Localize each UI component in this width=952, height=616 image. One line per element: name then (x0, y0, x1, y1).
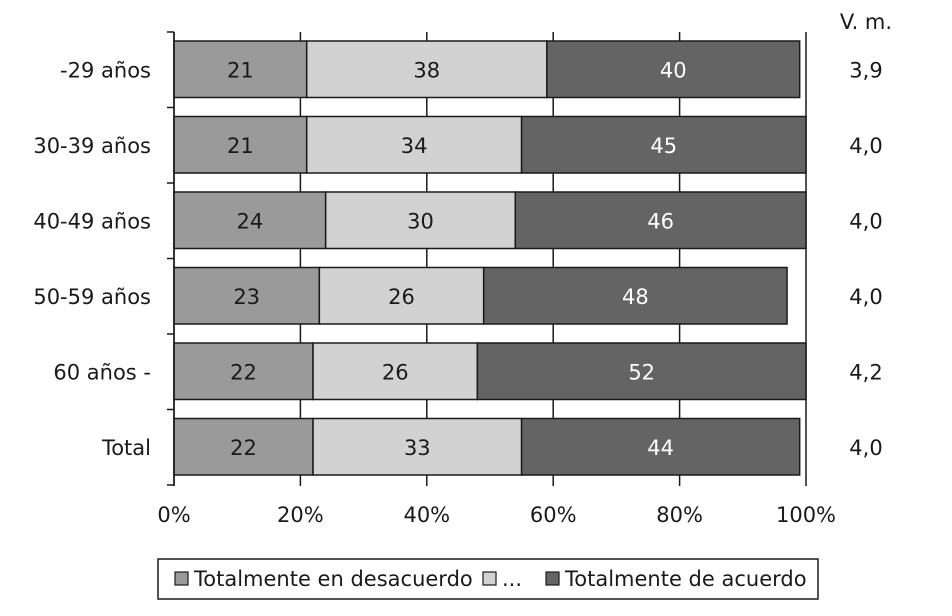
bar-segment (318, 266, 485, 325)
bar-value-label: 45 (650, 134, 677, 158)
bar-segment (173, 115, 308, 174)
category-label: 40-49 años (33, 209, 151, 233)
bar-segment (173, 40, 308, 99)
bar-value-label: 33 (404, 436, 431, 460)
bar-value-label: 22 (230, 436, 257, 460)
bar-value-label: 52 (628, 360, 655, 384)
bar-value-label: 22 (230, 360, 257, 384)
bar-segment (173, 342, 314, 401)
bar-segment (476, 342, 807, 401)
bar-segment (312, 342, 479, 401)
x-tick-label: 100% (776, 503, 836, 527)
vm-value: 4,0 (849, 209, 882, 233)
x-tick-label: 40% (403, 503, 450, 527)
legend-label: ... (502, 567, 522, 591)
bar-value-label: 40 (660, 58, 687, 82)
legend-swatch (174, 571, 189, 586)
bar-value-label: 23 (233, 285, 260, 309)
axes: 0% 20% 40% 60% 80% 100% (157, 31, 836, 527)
vm-value: 4,0 (849, 285, 882, 309)
legend-label: Totalmente de acuerdo (564, 567, 807, 591)
legend: Totalmente en desacuerdo... Totalmente de… (157, 558, 819, 600)
category-label: 30-39 años (33, 134, 151, 158)
vm-header: V. m. (840, 10, 892, 34)
bar-segment (546, 40, 801, 99)
bar-value-label: 24 (236, 209, 263, 233)
legend-swatch (545, 571, 560, 586)
category-label: 50-59 años (33, 285, 151, 309)
bars: 21 38 40 21 34 45 24 30 46 23 26 48 22 26 52 22 33 44 (173, 40, 807, 476)
vm-column: V. m. 3,9 4,0 4,0 4,0 4,2 4,0 (840, 10, 892, 460)
bar-segment (514, 191, 807, 250)
bar-segment (305, 115, 523, 174)
bar-value-label: 26 (382, 360, 409, 384)
vm-value: 4,0 (849, 436, 882, 460)
x-tick-label: 80% (656, 503, 703, 527)
bar-segment (173, 191, 327, 250)
bar-segment (324, 191, 517, 250)
vm-value: 4,2 (849, 360, 882, 384)
bar-value-label: 38 (413, 58, 440, 82)
vm-value: 3,9 (849, 58, 882, 82)
category-label: -29 años (60, 58, 151, 82)
x-tick-label: 60% (530, 503, 577, 527)
bar-value-label: 46 (647, 209, 674, 233)
bar-value-label: 21 (227, 134, 254, 158)
bar-value-label: 21 (227, 58, 254, 82)
category-label: Total (101, 436, 151, 460)
bar-value-label: 48 (622, 285, 649, 309)
bar-value-label: 26 (388, 285, 415, 309)
bar-value-label: 44 (647, 436, 674, 460)
category-label: 60 años - (53, 360, 151, 384)
bar-segment (520, 115, 807, 174)
category-labels: -29 años 30-39 años 40-49 años 50-59 años 60… (33, 58, 151, 460)
bar-value-label: 34 (401, 134, 428, 158)
legend-swatch (482, 571, 497, 586)
x-tick-label: 0% (157, 503, 190, 527)
bar-value-label: 30 (407, 209, 434, 233)
legend-label: Totalmente en desacuerdo (193, 567, 473, 591)
vm-value: 4,0 (849, 134, 882, 158)
x-tick-label: 20% (277, 503, 324, 527)
bar-segment (482, 266, 788, 325)
bar-segment (520, 417, 801, 476)
bar-segment (312, 417, 523, 476)
bar-segment (173, 266, 321, 325)
